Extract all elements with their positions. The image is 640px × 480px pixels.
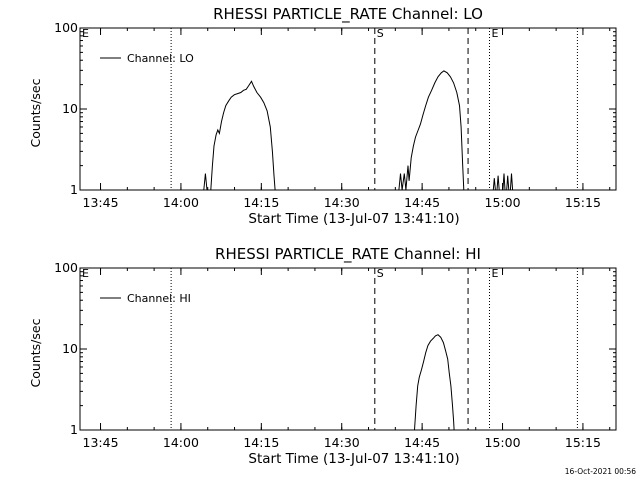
x-axis-label: Start Time (13-Jul-07 13:41:10): [248, 211, 459, 227]
series-line-segment: [492, 178, 496, 191]
x-tick-label: 13:45: [83, 435, 119, 450]
x-tick-label: 15:15: [565, 435, 601, 450]
x-tick-label: 15:00: [485, 195, 521, 210]
x-tick-label: 13:45: [83, 195, 119, 210]
y-tick-label: 1: [70, 422, 78, 437]
y-axis-label: Counts/sec: [28, 78, 43, 147]
y-tick-label: 100: [54, 20, 78, 35]
y-tick-label: 100: [54, 260, 78, 275]
marker-label: E: [492, 267, 499, 280]
chart-panel-hi: RHESSI PARTICLE_RATE Channel: HI 13:45 14:…: [28, 245, 617, 467]
series-line-segment: [506, 175, 510, 191]
x-tick-label: 14:15: [243, 435, 279, 450]
legend-entry: Channel: LO: [127, 52, 194, 65]
y-tick-label: 10: [62, 101, 78, 116]
chart-title: RHESSI PARTICLE_RATE Channel: HI: [215, 245, 481, 264]
y-axis-label: Counts/sec: [28, 318, 43, 387]
timestamp-footer: 16-Oct-2021 00:56: [565, 467, 636, 476]
marker-label: S: [377, 267, 384, 280]
x-tick-label: 14:15: [243, 195, 279, 210]
x-tick-label: 14:30: [324, 195, 360, 210]
series-line-segment: [509, 173, 514, 191]
x-tick-label: 15:00: [485, 435, 521, 450]
x-tick-label: 14:45: [404, 195, 440, 210]
marker-label: S: [377, 27, 384, 40]
x-tick-label: 14:00: [163, 195, 199, 210]
series-line-segment: [496, 175, 500, 191]
x-axis-label: Start Time (13-Jul-07 13:41:10): [248, 451, 459, 467]
chart-title: RHESSI PARTICLE_RATE Channel: LO: [213, 5, 483, 24]
legend-entry: Channel: HI: [127, 292, 191, 305]
marker-label: E: [82, 267, 89, 280]
marker-label: E: [492, 27, 499, 40]
x-tick-label: 15:15: [565, 195, 601, 210]
x-tick-label: 14:45: [404, 435, 440, 450]
series-line-segment: [203, 80, 276, 191]
series-line-segment: [414, 334, 455, 431]
y-tick-label: 1: [70, 182, 78, 197]
x-tick-label: 14:00: [163, 435, 199, 450]
x-tick-label: 14:30: [324, 435, 360, 450]
series-line-segment: [398, 70, 465, 191]
chart-panel-lo: RHESSI PARTICLE_RATE Channel: LO 13:45 14:…: [28, 5, 617, 227]
marker-label: E: [82, 27, 89, 40]
y-tick-label: 10: [62, 341, 78, 356]
series-line-segment: [502, 173, 506, 191]
